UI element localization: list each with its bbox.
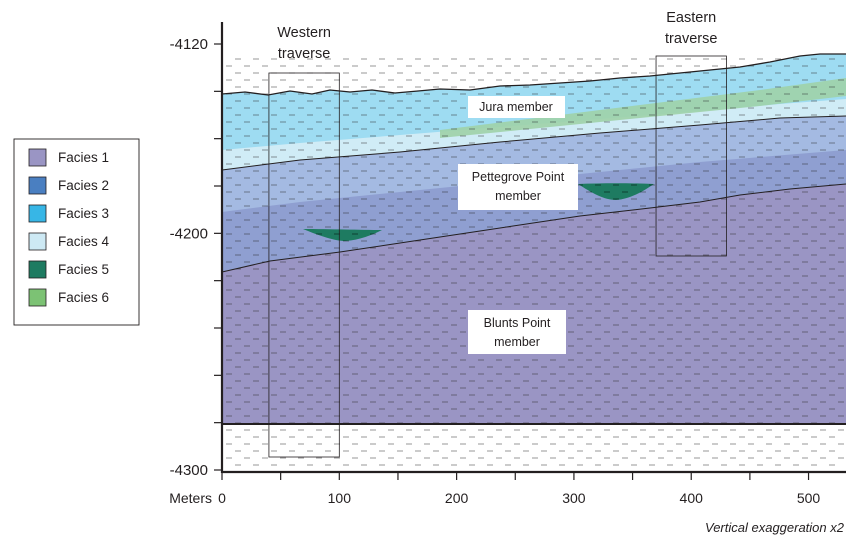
facies-5-lens-east-texture xyxy=(578,183,654,200)
x-tick-label: 100 xyxy=(328,490,352,506)
y-tick-label: -4120 xyxy=(170,36,208,53)
legend-item-facies-3: Facies 3 xyxy=(28,204,109,223)
legend-item-facies-4: Facies 4 xyxy=(28,232,110,251)
facies-6-swatch xyxy=(28,288,47,307)
traverse-boxes: Western traverse Eastern traverse xyxy=(268,10,727,458)
facies-5-swatch xyxy=(28,260,47,279)
vertical-exaggeration-note: Vertical exaggeration x2 xyxy=(705,520,845,535)
facies-3-swatch xyxy=(28,204,47,223)
x-axis: Meters 0 100 200 300 400 500 xyxy=(169,470,846,506)
x-axis-label: Meters xyxy=(169,490,212,506)
y-tick-label: -4300 xyxy=(170,462,208,479)
legend-item-facies-1: Facies 1 xyxy=(28,148,109,167)
x-tick-label: 200 xyxy=(445,490,469,506)
x-axis-minor-ticks xyxy=(221,472,810,480)
facies-2-label: Facies 2 xyxy=(58,178,109,193)
jura-pettegrove-contact xyxy=(222,115,846,171)
western-traverse-label-line2: traverse xyxy=(278,46,330,62)
eastern-traverse-label-line1: Eastern xyxy=(666,10,716,26)
western-traverse-box xyxy=(268,72,340,458)
facies-2-swatch xyxy=(28,176,47,195)
eastern-traverse-box xyxy=(655,55,727,257)
x-tick-label: 300 xyxy=(562,490,586,506)
western-traverse-label-line1: Western xyxy=(277,25,331,41)
x-tick-label: 500 xyxy=(797,490,821,506)
jura-member-text: Jura member xyxy=(479,100,553,114)
pettegrove-point-text-line1: Pettegrove Point xyxy=(472,170,565,184)
facies-6-label: Facies 6 xyxy=(58,290,109,305)
facies-4-swatch xyxy=(28,232,47,251)
facies-5-label: Facies 5 xyxy=(58,262,109,277)
pettegrove-point-member-label: Pettegrove Point member xyxy=(458,164,578,210)
pettegrove-point-text-line2: member xyxy=(495,189,541,203)
facies-5-lens-west-texture xyxy=(303,229,382,241)
jura-member-label: Jura member xyxy=(468,96,565,118)
legend-item-facies-2: Facies 2 xyxy=(28,176,109,195)
facies-1-label: Facies 1 xyxy=(58,150,109,165)
blunts-point-text-line1: Blunts Point xyxy=(484,316,551,330)
legend-item-facies-5: Facies 5 xyxy=(28,260,109,279)
facies-3-label: Facies 3 xyxy=(58,206,109,221)
lamination-overlay xyxy=(222,54,846,472)
topographic-surface xyxy=(222,53,846,96)
legend-item-facies-6: Facies 6 xyxy=(28,288,109,307)
y-axis-minor-ticks xyxy=(214,43,222,471)
y-axis: -4120 -4200 -4300 xyxy=(170,22,224,479)
eastern-traverse-label-line2: traverse xyxy=(665,31,717,47)
x-tick-label: 0 xyxy=(218,490,226,506)
blunts-point-member-label: Blunts Point member xyxy=(468,310,566,354)
facies-1-swatch xyxy=(28,148,47,167)
y-tick-label: -4200 xyxy=(170,225,208,242)
legend: Facies 1 Facies 2 Facies 3 Facies 4 Faci… xyxy=(13,138,140,326)
pettegrove-blunts-contact xyxy=(222,183,846,273)
facies-4-label: Facies 4 xyxy=(58,234,110,249)
member-labels: Jura member Pettegrove Point member Blun… xyxy=(458,96,578,354)
x-tick-label: 400 xyxy=(680,490,704,506)
blunts-point-text-line2: member xyxy=(494,335,540,349)
